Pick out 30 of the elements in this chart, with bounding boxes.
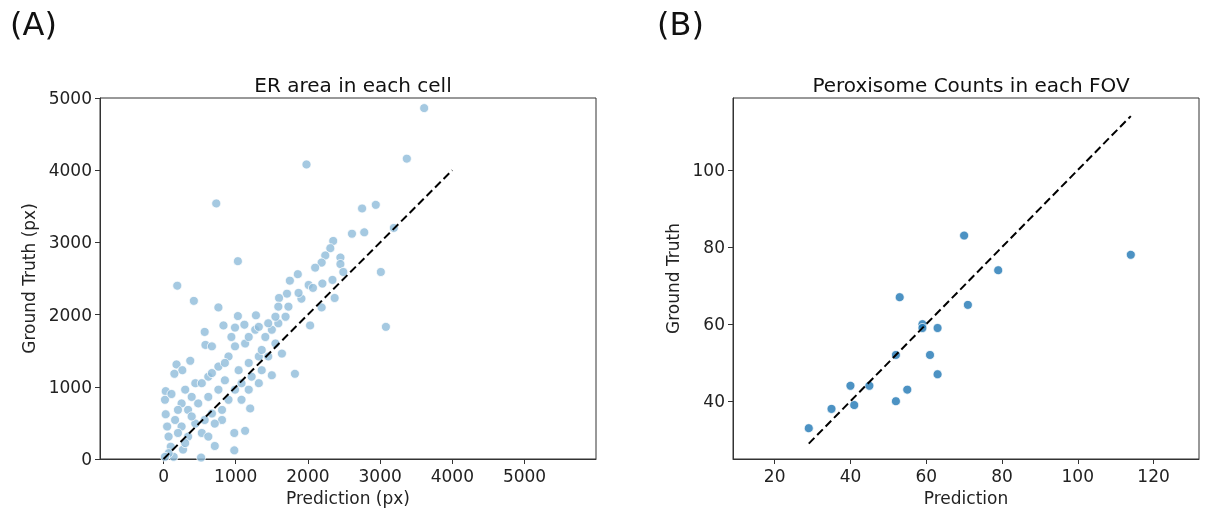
x-axis-title: Prediction (px) [286, 487, 410, 508]
chart-title: Peroxisome Counts in each FOV [812, 73, 1130, 97]
y-axis-title: Ground Truth (px) [19, 203, 40, 354]
y-tick-label: 2000 [48, 304, 92, 325]
y-axis-title: Ground Truth [663, 222, 684, 335]
x-tick-label: 2000 [286, 465, 330, 486]
x-tick-label: 80 [991, 465, 1013, 486]
x-tick-label: 1000 [214, 465, 258, 486]
x-tick-label: 20 [763, 465, 786, 486]
y-tick-label: 60 [703, 314, 725, 335]
y-tick-label: 4000 [48, 160, 92, 181]
x-axis-title: Prediction [923, 487, 1009, 508]
x-tick-label: 3000 [358, 465, 402, 486]
y-tick-label: 1000 [48, 376, 92, 397]
text: (B) [657, 5, 704, 43]
text: (A) [10, 5, 57, 43]
y-tick-label: 40 [703, 391, 725, 412]
x-tick-label: 60 [915, 465, 938, 486]
y-tick-label: 3000 [48, 232, 92, 253]
x-tick-label: 40 [839, 465, 862, 486]
y-tick-label: 5000 [48, 88, 92, 108]
y-tick-label: 0 [81, 449, 92, 469]
x-tick-label: 120 [1137, 465, 1170, 486]
x-tick-label: 0 [158, 465, 169, 486]
x-tick-label: 100 [1061, 465, 1094, 486]
y-tick-label: 100 [692, 160, 725, 181]
chart-title: ER area in each cell [254, 73, 452, 97]
x-tick-label: 5000 [502, 465, 547, 486]
y-tick-label: 80 [703, 237, 725, 258]
x-tick-label: 4000 [430, 465, 474, 486]
